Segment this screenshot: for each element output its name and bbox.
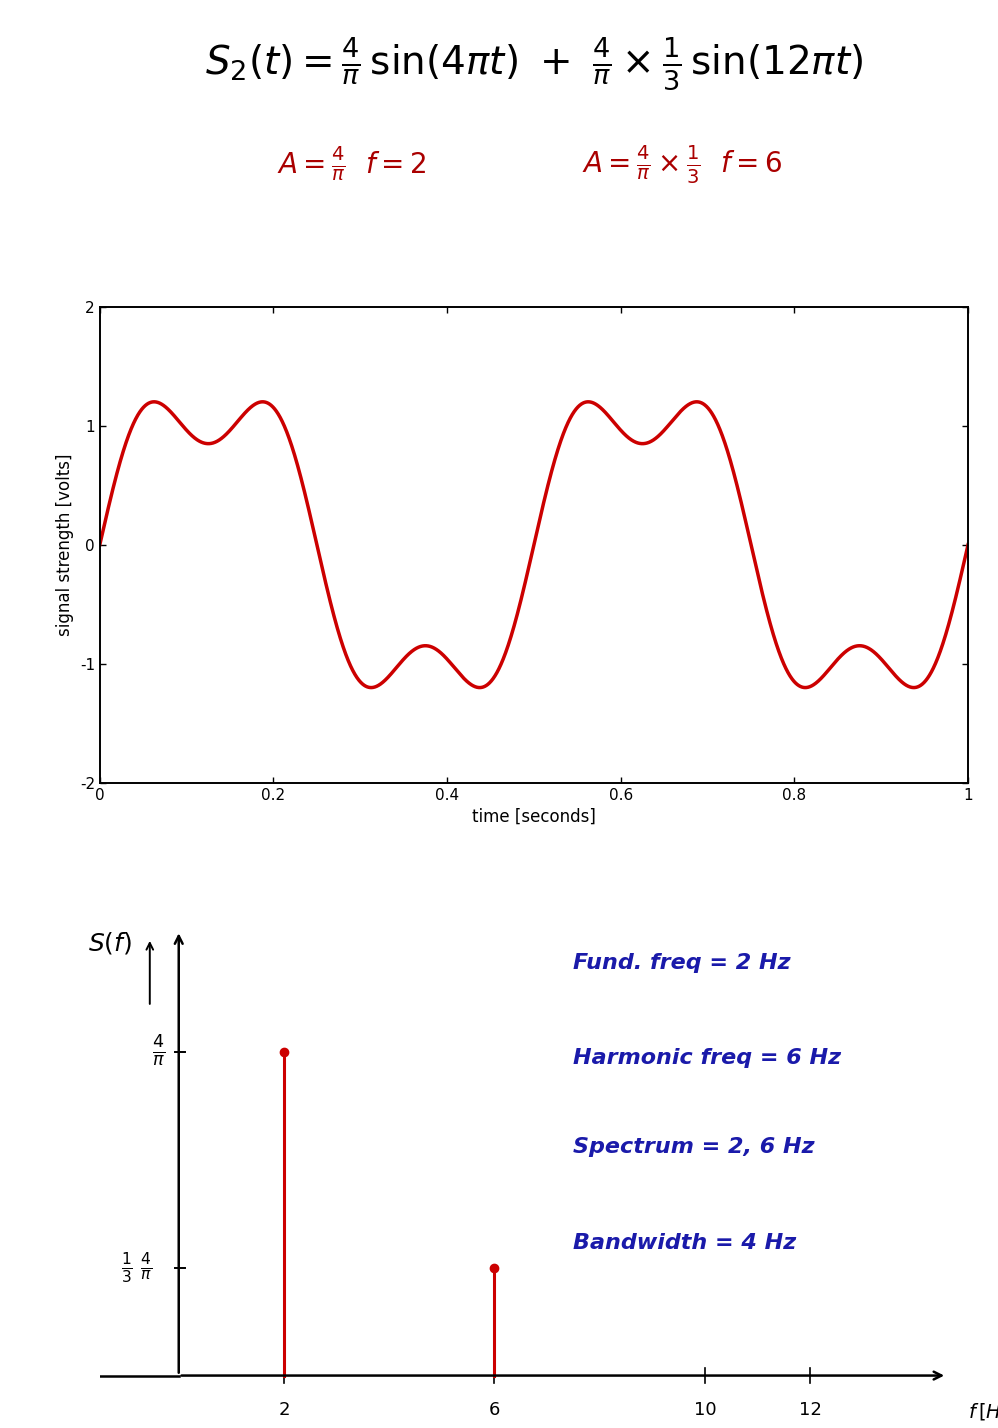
Text: 12: 12 xyxy=(798,1401,821,1419)
Text: $A{=}\frac{4}{\pi}\ \ f{=}2$: $A{=}\frac{4}{\pi}\ \ f{=}2$ xyxy=(277,144,426,183)
Text: Spectrum = 2, 6 Hz: Spectrum = 2, 6 Hz xyxy=(574,1137,815,1157)
Text: Bandwidth = 4 Hz: Bandwidth = 4 Hz xyxy=(574,1234,796,1254)
Text: $f\,\left[Hz\right]$: $f\,\left[Hz\right]$ xyxy=(968,1401,998,1422)
Text: $\frac{1}{3}\ \frac{4}{\pi}$: $\frac{1}{3}\ \frac{4}{\pi}$ xyxy=(121,1250,153,1285)
Text: $A{=}\frac{4}{\pi}\times\frac{1}{3}\ \ f{=}6$: $A{=}\frac{4}{\pi}\times\frac{1}{3}\ \ f… xyxy=(582,144,781,187)
Text: 10: 10 xyxy=(694,1401,717,1419)
Y-axis label: signal strength [volts]: signal strength [volts] xyxy=(56,454,74,635)
X-axis label: time [seconds]: time [seconds] xyxy=(472,808,596,827)
Text: Harmonic freq = 6 Hz: Harmonic freq = 6 Hz xyxy=(574,1048,841,1068)
Text: $S_2(t) = \frac{4}{\pi}\,\sin\!\left(4\pi t\right)\ +\ \frac{4}{\pi}\times\frac{: $S_2(t) = \frac{4}{\pi}\,\sin\!\left(4\p… xyxy=(205,36,863,93)
Text: $\frac{4}{\pi}$: $\frac{4}{\pi}$ xyxy=(153,1034,166,1070)
Text: 2: 2 xyxy=(278,1401,289,1419)
Text: 6: 6 xyxy=(489,1401,500,1419)
Text: $S(f)$: $S(f)$ xyxy=(88,930,133,955)
Text: Fund. freq = 2 Hz: Fund. freq = 2 Hz xyxy=(574,954,791,974)
